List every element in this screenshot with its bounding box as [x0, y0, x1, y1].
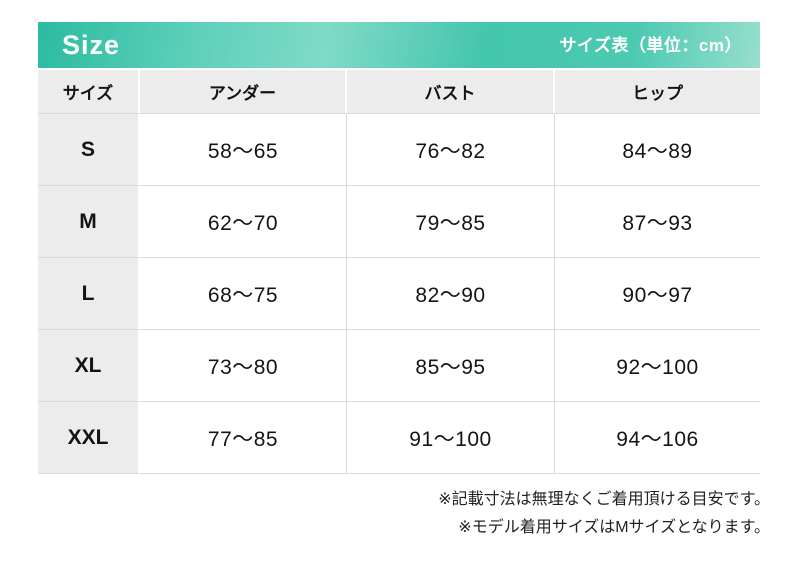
size-table-header-row: サイズ アンダー バスト ヒップ	[38, 70, 760, 114]
hip-value-cell: 92〜100	[555, 330, 760, 402]
under-value-cell: 77〜85	[140, 402, 347, 474]
under-value-cell: 73〜80	[140, 330, 347, 402]
under-value-cell: 62〜70	[140, 186, 347, 258]
bust-value-cell: 91〜100	[347, 402, 555, 474]
size-label-cell: L	[38, 258, 140, 330]
table-row: XL 73〜80 85〜95 92〜100	[38, 330, 760, 402]
size-chart-unit-label: サイズ表（単位：cm）	[559, 35, 742, 55]
bust-value-cell: 82〜90	[347, 258, 555, 330]
hip-value-cell: 90〜97	[555, 258, 760, 330]
bust-value-cell: 76〜82	[347, 114, 555, 186]
column-header-under: アンダー	[140, 70, 347, 114]
footnote-model-size: ※モデル着用サイズはMサイズとなります。	[458, 519, 770, 536]
page-title: Size	[62, 29, 121, 60]
under-value-cell: 58〜65	[140, 114, 347, 186]
size-label-cell: XL	[38, 330, 140, 402]
hip-value-cell: 94〜106	[555, 402, 760, 474]
hip-value-cell: 84〜89	[555, 114, 760, 186]
column-header-size: サイズ	[38, 70, 140, 114]
column-header-hip: ヒップ	[555, 70, 760, 114]
hip-value-cell: 87〜93	[555, 186, 760, 258]
under-value-cell: 68〜75	[140, 258, 347, 330]
footnote-fit-guideline: ※記載寸法は無理なくご着用頂ける目安です。	[438, 491, 770, 508]
table-row: L 68〜75 82〜90 90〜97	[38, 258, 760, 330]
footnotes: ※記載寸法は無理なくご着用頂ける目安です。 ※モデル着用サイズはMサイズとなりま…	[38, 486, 770, 542]
size-label-cell: M	[38, 186, 140, 258]
size-label-cell: XXL	[38, 402, 140, 474]
column-header-bust: バスト	[347, 70, 555, 114]
bust-value-cell: 85〜95	[347, 330, 555, 402]
size-chart-title-bar: Size サイズ表（単位：cm）	[38, 22, 760, 68]
size-table: サイズ アンダー バスト ヒップ S 58〜65 76〜82 84〜89 M 6…	[38, 70, 760, 474]
table-row: XXL 77〜85 91〜100 94〜106	[38, 402, 760, 474]
bust-value-cell: 79〜85	[347, 186, 555, 258]
size-chart-page: Size サイズ表（単位：cm） サイズ アンダー バスト ヒップ S 58〜6…	[38, 22, 770, 542]
size-label-cell: S	[38, 114, 140, 186]
table-row: S 58〜65 76〜82 84〜89	[38, 114, 760, 186]
table-row: M 62〜70 79〜85 87〜93	[38, 186, 760, 258]
